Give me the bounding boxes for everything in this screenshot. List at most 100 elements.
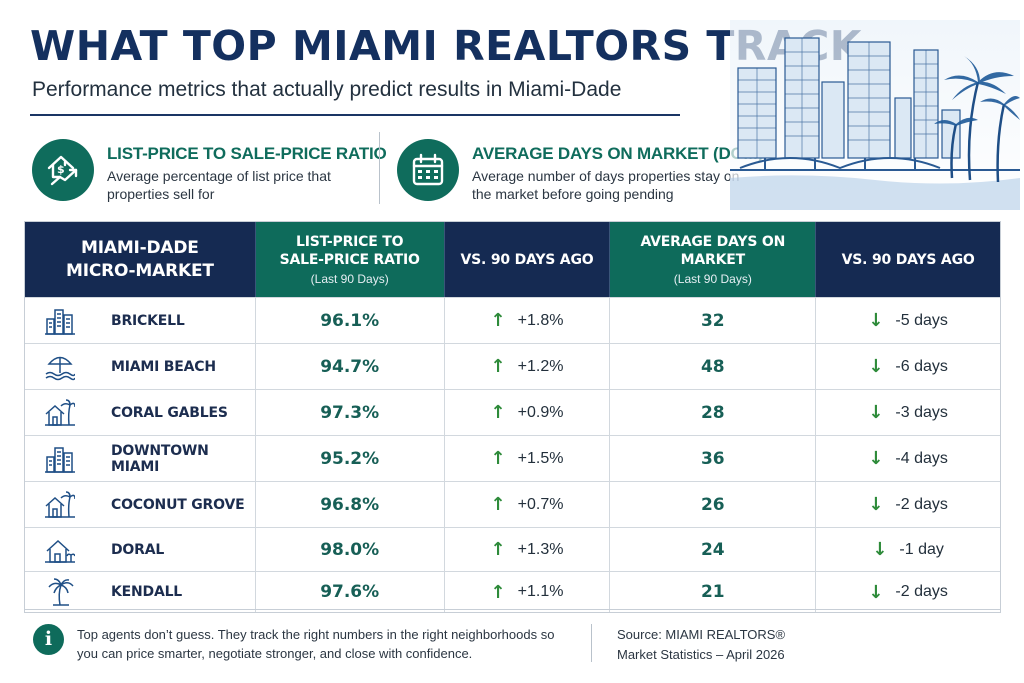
source-citation: Source: MIAMI REALTORS® Market Statistic… [617,625,857,665]
dom-value: 48 [700,356,725,377]
table-row: BRICKELL 96.1% ↑ +1.8% 32 ↓ -5 days [25,297,1000,343]
dom-value: 24 [700,539,725,560]
table-header: MIAMI-DADE MICRO-MARKET LIST-PRICE TO SA… [25,222,1001,297]
dom-value: 28 [700,402,725,423]
metric-title: LIST-PRICE TO SALE-PRICE RATIO [107,144,387,163]
dom-value: 36 [700,448,725,469]
ratio-value: 96.8% [320,494,380,515]
arrow-up-icon: ↑ [490,402,506,423]
market-cell: BRICKELL [25,298,256,343]
ratio-value: 97.6% [320,582,380,602]
header-ratio-change: VS. 90 DAYS AGO [444,222,611,297]
dom-change-cell: ↓ -1 day [816,528,1000,571]
header-ratio: LIST-PRICE TO SALE-PRICE RATIO (Last 90 … [255,222,445,297]
market-name: KENDALL [111,584,183,600]
arrow-down-icon: ↓ [868,356,884,377]
ratio-change-value: +1.2% [517,357,564,375]
arrow-up-icon: ↑ [490,448,506,469]
table-row: DOWNTOWN MIAMI 95.2% ↑ +1.5% 36 ↓ -4 days [25,435,1000,481]
info-icon: i [33,624,64,655]
dom-change-cell: ↓ -2 days [816,572,1000,612]
market-cell: COCONUT GROVE [25,482,256,527]
arrow-up-icon: ↑ [490,356,506,377]
arrow-up-icon: ↑ [490,310,506,331]
metric-title: AVERAGE DAYS ON MARKET (DOM) [472,144,763,163]
page-subtitle: Performance metrics that actually predic… [32,78,622,101]
table-row: COCONUT GROVE 96.8% ↑ +0.7% 26 ↓ -2 days [25,481,1000,527]
ratio-change-value: +1.1% [517,583,564,600]
dom-value: 26 [700,494,725,515]
ratio-value: 97.3% [320,402,380,423]
dom-change-value: -5 days [895,311,948,329]
dom-cell: 36 [610,436,817,481]
dom-value: 21 [700,582,725,602]
ratio-change-cell: ↑ +1.8% [445,298,611,343]
house-palm-icon [45,490,93,519]
metric-description: Average number of days properties stay o… [472,168,740,202]
header-dom: AVERAGE DAYS ON MARKET (Last 90 Days) [610,222,817,297]
arrow-down-icon: ↓ [868,581,884,603]
table-row: DORAL 98.0% ↑ +1.3% 24 ↓ -1 day [25,527,1000,571]
market-name: DORAL [111,541,165,558]
arrow-down-icon: ↓ [868,402,884,423]
market-cell: DORAL [25,528,256,571]
ratio-change-cell: ↑ +1.1% [445,572,611,612]
palm-tree-icon [45,578,93,606]
market-cell: DOWNTOWN MIAMI [25,436,256,481]
dom-cell: 48 [610,344,817,389]
ratio-cell: 96.1% [256,298,445,343]
arrow-up-icon: ↑ [490,539,506,560]
source-line-1: Source: MIAMI REALTORS® [617,627,786,642]
dom-change-cell: ↓ -4 days [816,436,1000,481]
market-name: MIAMI BEACH [111,358,216,375]
house-icon [45,536,93,564]
dom-cell: 32 [610,298,817,343]
dom-change-value: -1 day [899,540,944,558]
arrow-down-icon: ↓ [868,494,884,515]
dom-cell: 28 [610,390,817,435]
calendar-icon [397,139,459,201]
ratio-change-cell: ↑ +1.5% [445,436,611,481]
ratio-change-value: +0.7% [517,495,564,513]
house-palm-icon [45,398,93,427]
ratio-value: 94.7% [320,356,380,377]
source-line-2: Market Statistics – April 2026 [617,647,785,662]
dom-change-value: -2 days [895,495,948,513]
ratio-cell: 94.7% [256,344,445,389]
dom-change-value: -6 days [895,357,948,375]
ratio-value: 95.2% [320,448,380,469]
market-name: DOWNTOWN MIAMI [111,442,209,475]
metric-days-on-market: AVERAGE DAYS ON MARKET (DOM) Average num… [397,136,763,206]
header-micro-market: MIAMI-DADE MICRO-MARKET [25,222,256,297]
arrow-up-icon: ↑ [490,581,506,603]
buildings-icon [45,445,93,473]
market-cell: CORAL GABLES [25,390,256,435]
ratio-cell: 97.3% [256,390,445,435]
footer-divider [24,609,1001,610]
market-name: COCONUT GROVE [111,496,245,513]
ratio-change-value: +0.9% [517,403,564,421]
metric-divider [379,132,380,204]
arrow-down-icon: ↓ [868,310,884,331]
miami-skyline-illustration [730,20,1020,210]
metric-list-sale-ratio: $ LIST-PRICE TO SALE-PRICE RATIO Average… [32,136,387,206]
dom-cell: 26 [610,482,817,527]
metric-description: Average percentage of list price that pr… [107,168,331,202]
footer-separator [591,624,592,662]
dom-cell: 24 [610,528,817,571]
beach-umbrella-icon [45,353,93,381]
market-cell: MIAMI BEACH [25,344,256,389]
arrow-down-icon: ↓ [868,448,884,469]
table-row: MIAMI BEACH 94.7% ↑ +1.2% 48 ↓ -6 days [25,343,1000,389]
page-title: WHAT TOP MIAMI REALTORS TRACK [30,22,863,70]
footer-note: Top agents don’t guess. They track the r… [77,627,555,661]
ratio-change-cell: ↑ +0.9% [445,390,611,435]
dom-change-cell: ↓ -2 days [816,482,1000,527]
ratio-cell: 97.6% [256,572,445,612]
market-name: BRICKELL [111,312,185,329]
dom-cell: 21 [610,572,817,612]
dom-change-value: -2 days [895,583,948,600]
header-dom-change: VS. 90 DAYS AGO [816,222,1001,297]
dom-value: 32 [700,310,725,331]
buildings-icon [45,307,93,335]
